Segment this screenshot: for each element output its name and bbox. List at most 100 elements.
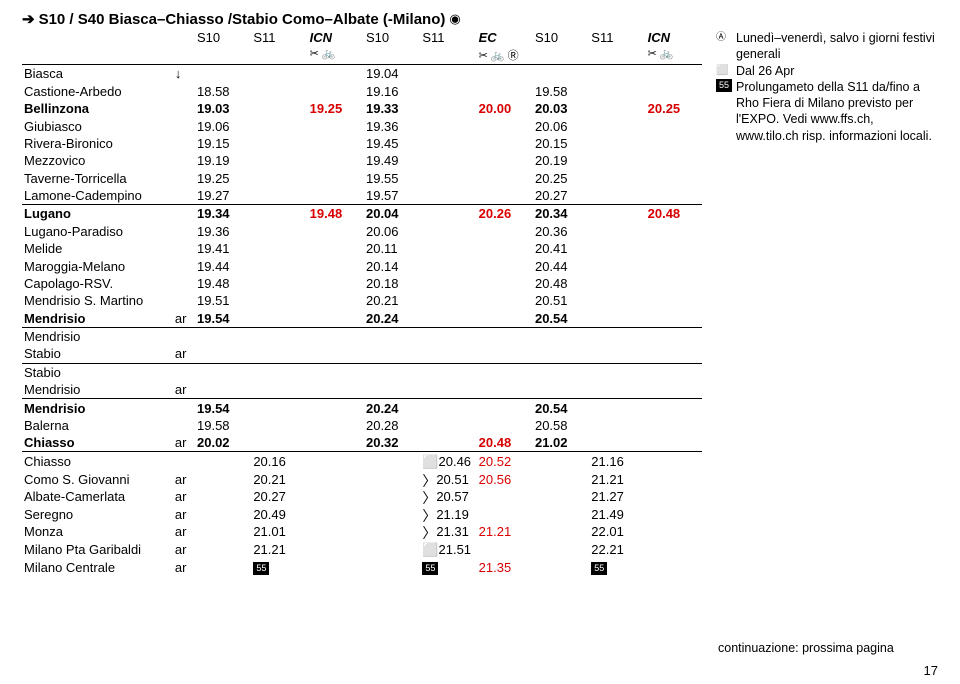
time-cell: 19.45	[364, 135, 420, 152]
time-cell	[589, 399, 645, 417]
time-cell	[420, 205, 476, 223]
time-cell: 20.34	[533, 205, 589, 223]
time-cell	[251, 240, 307, 257]
time-cell: 20.52	[477, 452, 533, 471]
time-cell	[308, 523, 364, 540]
service-header: S11	[251, 30, 307, 46]
route-title: S10 / S40 Biasca–Chiasso /Stabio Como–Al…	[39, 11, 446, 28]
time-cell: 22.01	[589, 523, 645, 540]
time-cell: 19.36	[195, 223, 251, 240]
time-cell	[589, 309, 645, 327]
time-cell	[477, 65, 533, 83]
time-cell	[420, 100, 476, 117]
time-cell	[420, 345, 476, 363]
time-cell	[533, 523, 589, 540]
ar-label: ar	[173, 506, 195, 523]
station-name: Lugano	[22, 205, 173, 223]
time-cell	[308, 559, 364, 576]
time-cell: 20.25	[533, 169, 589, 186]
time-cell	[646, 381, 702, 399]
time-cell	[646, 83, 702, 100]
service-icons: ✂ 🚲	[308, 46, 364, 65]
time-cell	[251, 381, 307, 399]
time-cell	[646, 223, 702, 240]
time-cell	[251, 65, 307, 83]
time-cell	[251, 187, 307, 205]
time-cell: 20.24	[364, 309, 420, 327]
time-cell	[364, 471, 420, 488]
service-header: S10	[533, 30, 589, 46]
time-cell: 19.41	[195, 240, 251, 257]
time-cell	[308, 292, 364, 309]
time-cell: 20.06	[364, 223, 420, 240]
time-cell	[646, 327, 702, 345]
time-cell	[477, 187, 533, 205]
time-cell: 20.25	[646, 100, 702, 117]
time-cell	[308, 169, 364, 186]
time-cell	[308, 65, 364, 83]
time-cell	[364, 452, 420, 471]
time-cell	[646, 523, 702, 540]
ar-label: ar	[173, 523, 195, 540]
time-cell: 19.48	[195, 275, 251, 292]
station-name: Taverne-Torricella	[22, 169, 173, 186]
time-cell: 20.36	[533, 223, 589, 240]
time-cell: 19.34	[195, 205, 251, 223]
ar-label	[173, 83, 195, 100]
time-cell: 19.04	[364, 65, 420, 83]
time-cell	[420, 327, 476, 345]
ar-label	[173, 117, 195, 134]
ar-label: ar	[173, 309, 195, 327]
time-cell	[646, 399, 702, 417]
time-cell	[646, 152, 702, 169]
service-icons: ✂ 🚲 Ⓡ	[477, 46, 533, 65]
service-icons	[251, 46, 307, 65]
ar-label	[173, 275, 195, 292]
time-cell	[533, 559, 589, 576]
ar-label: ar	[173, 540, 195, 558]
time-cell: 20.06	[533, 117, 589, 134]
time-cell	[308, 434, 364, 452]
time-cell: 20.48	[646, 205, 702, 223]
time-cell: 20.02	[195, 434, 251, 452]
time-cell	[251, 399, 307, 417]
station-name: Mendrisio	[22, 399, 173, 417]
time-cell	[364, 523, 420, 540]
time-cell: 19.58	[195, 417, 251, 434]
time-cell	[589, 240, 645, 257]
time-cell: 21.21	[477, 523, 533, 540]
service-header: S10	[195, 30, 251, 46]
time-cell	[308, 363, 364, 381]
ar-label	[173, 257, 195, 274]
time-cell	[308, 309, 364, 327]
time-cell: 20.16	[251, 452, 307, 471]
time-cell	[364, 506, 420, 523]
time-cell	[589, 205, 645, 223]
time-cell	[477, 363, 533, 381]
time-cell	[195, 345, 251, 363]
time-cell	[195, 327, 251, 345]
time-cell	[195, 452, 251, 471]
time-cell	[195, 506, 251, 523]
time-cell	[589, 363, 645, 381]
time-cell	[420, 240, 476, 257]
time-cell	[251, 135, 307, 152]
time-cell	[646, 506, 702, 523]
timetable: S10S11ICNS10S11ECS10S11ICN✂ 🚲✂ 🚲 Ⓡ✂ 🚲Bia…	[22, 30, 702, 576]
time-cell	[477, 292, 533, 309]
time-cell: 19.54	[195, 309, 251, 327]
time-cell: 20.26	[477, 205, 533, 223]
time-cell	[646, 65, 702, 83]
time-cell	[646, 452, 702, 471]
time-cell: 20.24	[364, 399, 420, 417]
time-cell	[589, 223, 645, 240]
time-cell	[477, 83, 533, 100]
ar-label: ar	[173, 559, 195, 576]
station-name: Rivera-Bironico	[22, 135, 173, 152]
time-cell	[589, 135, 645, 152]
time-cell: 20.49	[251, 506, 307, 523]
time-cell	[420, 169, 476, 186]
time-cell: 20.41	[533, 240, 589, 257]
time-cell	[420, 309, 476, 327]
note-symbol: ⬜	[716, 63, 732, 79]
